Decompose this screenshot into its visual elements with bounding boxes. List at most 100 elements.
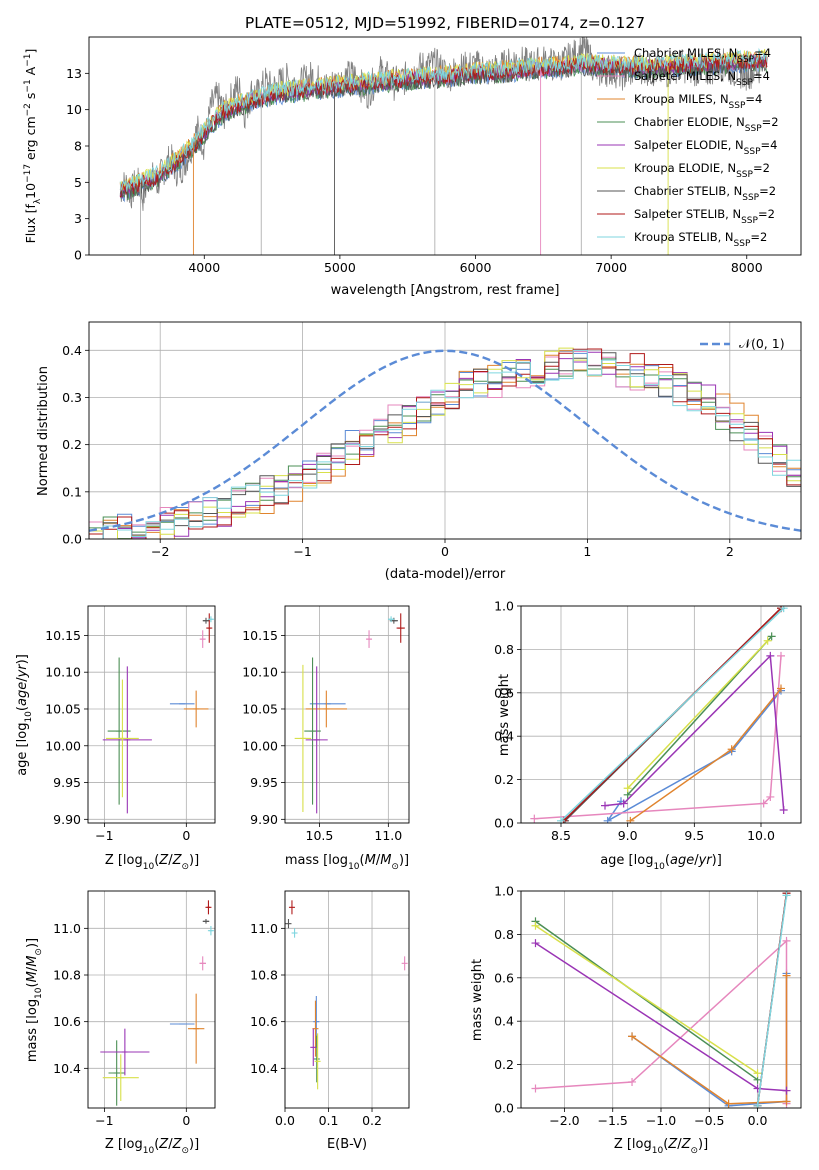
age-vs-Z-xlabel-part: ⊙ xyxy=(181,862,189,872)
mass-vs-EBV-ytick-label: 10.6 xyxy=(250,1014,278,1029)
mass-weight-vs-age-xtick-label: 9.0 xyxy=(618,828,638,843)
age-vs-Z-xlabel-part: Z [log xyxy=(105,853,143,868)
age-vs-mass-panel: 10.5 11.0 9.90 9.95 10.00 10.05 10.10 10.15 mass… xyxy=(242,605,410,872)
spectrum-xtick-label: 7000 xyxy=(595,260,627,275)
residual-hist-ytick-label: 0.4 xyxy=(62,343,82,358)
legend-label-3: Chabrier ELODIE, NSSP=2 xyxy=(634,115,779,134)
model-spectrum-line-8 xyxy=(119,47,768,192)
legend-label-4-part: SSP xyxy=(744,147,761,157)
figure-title: PLATE=0512, MJD=51992, FIBERID=0174, z=0… xyxy=(245,14,645,32)
legend-label-6: Chabrier STELIB, NSSP=2 xyxy=(634,184,776,203)
mass-vs-Z-xlabel-part: )] xyxy=(189,1137,199,1152)
spectrum-plot-area xyxy=(119,37,768,255)
mass-weight-vs-Z-xlabel-part: )] xyxy=(698,1137,708,1152)
mass-vs-Z-ylabel-part: M xyxy=(25,956,40,967)
mass-vs-EBV-xtick-label: 0.1 xyxy=(319,1113,339,1128)
age-vs-Z-xlabel-part: Z xyxy=(172,853,183,868)
age-vs-Z-xlabel: Z [log10(Z/Z⊙)] xyxy=(105,853,199,872)
spectrum-ylabel-part: −1 xyxy=(23,79,33,92)
mass-vs-EBV-xtick-label: 0.0 xyxy=(275,1113,295,1128)
age-vs-Z-ylabel-part: 10 xyxy=(24,711,34,723)
spectrum-ylabel-part: −17 xyxy=(23,164,33,183)
mass-vs-EBV-ytick-label: 11.0 xyxy=(250,921,278,936)
mass-weight-vs-age-marker-8 xyxy=(779,606,788,613)
spectrum-ylabel-part: −2 xyxy=(23,103,33,116)
residual-hist-ytick-label: 0.2 xyxy=(62,437,82,452)
spectrum-ylabel-part: 10 xyxy=(23,183,38,199)
mass-vs-Z-xlabel-part: Z xyxy=(172,1137,183,1152)
mass-weight-vs-age-series-1 xyxy=(534,655,782,820)
residual-hist-xtick-label: 2 xyxy=(726,544,734,559)
legend-label-7-part: Salpeter STELIB, N xyxy=(634,207,741,221)
age-vs-Z-xlabel-part: ( xyxy=(154,853,159,868)
mass-weight-vs-age-ytick-label: 1.0 xyxy=(494,599,514,614)
mass-vs-Z-xtick-label: 0 xyxy=(182,1113,190,1128)
model-spectrum-line-7 xyxy=(119,53,768,199)
mass-vs-Z-ylabel-part: / xyxy=(25,966,40,971)
mass-vs-Z-ytick-label: 11.0 xyxy=(53,921,81,936)
age-vs-Z-xlabel-part: 10 xyxy=(143,862,155,872)
mass-weight-vs-age-ytick-label: 0.2 xyxy=(494,772,514,787)
mass-weight-vs-age-marker-8 xyxy=(557,816,565,823)
mass-weight-vs-age-marker-5 xyxy=(763,636,772,645)
mass-weight-vs-Z-frame xyxy=(520,890,802,1109)
mass-weight-vs-age-ytick-label: 0.4 xyxy=(494,729,514,744)
mass-weight-vs-age-ylabel: mass weight xyxy=(497,674,512,756)
mass-weight-vs-Z-marker-1 xyxy=(782,936,791,945)
legend-label-5: Kroupa ELODIE, NSSP=2 xyxy=(634,161,770,180)
mass-vs-Z-xlabel-part: Z [log xyxy=(105,1137,143,1152)
mass-vs-Z-xlabel-part: Z xyxy=(158,1137,169,1152)
age-vs-mass-xtick-label: 10.5 xyxy=(306,828,334,843)
age-vs-Z-xtick-label: 0 xyxy=(182,828,190,843)
mass-weight-vs-age-xlabel-part: )] xyxy=(712,853,722,868)
mass-vs-Z-xlabel-part: / xyxy=(168,1137,173,1152)
mass-vs-Z-ylabel-part: ( xyxy=(25,982,40,987)
legend-label-0-part: SSP xyxy=(737,55,754,65)
mass-weight-vs-age-xlabel-part: yr xyxy=(698,853,714,868)
spectrum-ytick-label: 3 xyxy=(74,211,82,226)
age-vs-Z-ylabel-part: )] xyxy=(15,654,30,664)
spectrum-ylabel-part: A xyxy=(23,66,38,79)
mass-weight-vs-age-frame xyxy=(520,605,802,824)
mass-weight-vs-Z-marker-2 xyxy=(628,1032,637,1041)
mass-weight-vs-Z-ytick-label: 0.6 xyxy=(494,970,514,985)
legend-label-8-part: =2 xyxy=(750,230,767,244)
histogram-7 xyxy=(89,348,801,539)
mass-vs-Z-ylabel-part: M xyxy=(25,971,40,982)
spectrum-xtick-label: 4000 xyxy=(188,260,220,275)
age-vs-mass-ytick-label: 10.00 xyxy=(242,738,278,753)
mass-weight-vs-age-xtick-label: 10.0 xyxy=(747,828,775,843)
hist-xlabel: (data-model)/error xyxy=(385,567,506,582)
age-vs-Z-ytick-label: 10.05 xyxy=(45,701,81,716)
mass-weight-vs-age-ytick-label: 0.8 xyxy=(494,642,514,657)
mass-weight-vs-age-series-5 xyxy=(627,640,769,789)
mass-vs-Z-xlabel-part: ⊙ xyxy=(181,1146,189,1156)
residual-hist-xtick-label: 1 xyxy=(583,544,591,559)
legend-label-6-part: SSP xyxy=(742,193,759,203)
mass-weight-vs-Z-xtick-label: −1.5 xyxy=(598,1113,628,1128)
residual-hist-panel: −2 −1 0 1 2 0.0 0.1 0.2 0.3 0.4 𝒩(0, 1) (data-model… xyxy=(36,321,802,582)
residual-hist-xtick-label: −2 xyxy=(151,544,169,559)
mass-weight-vs-age-xtick-label: 9.5 xyxy=(684,828,704,843)
legend-label-0-part: =4 xyxy=(754,46,771,60)
mass-vs-Z-frame xyxy=(87,890,216,1109)
spectrum-xtick-label: 6000 xyxy=(460,260,492,275)
residual-hist-ytick-label: 0.1 xyxy=(62,484,82,499)
legend-label-5-part: =2 xyxy=(753,161,770,175)
hist-legend: 𝒩(0, 1) xyxy=(700,336,785,351)
mass-vs-Z-ylabel: mass [log10(M/M⊙)] xyxy=(25,938,44,1062)
age-vs-mass-frame xyxy=(284,605,410,824)
mass-weight-vs-age-series-4 xyxy=(604,654,785,811)
mass-weight-vs-age-marker-1 xyxy=(766,792,775,801)
mass-weight-vs-Z-xlabel-part: Z xyxy=(681,1137,692,1152)
spectrum-xtick-label: 5000 xyxy=(324,260,356,275)
mass-vs-Z-plot-area xyxy=(100,900,214,1106)
legend-label-6-part: Chabrier STELIB, N xyxy=(634,184,742,198)
spectrum-frame xyxy=(88,36,802,256)
age-vs-Z-ylabel-part: / xyxy=(15,677,30,682)
mass-weight-vs-age-series-0 xyxy=(607,690,782,822)
age-vs-mass-ytick-label: 10.15 xyxy=(242,628,278,643)
hist-ylabel: Normed distribution xyxy=(36,366,51,496)
legend-label-1-part: Salpeter MILES, N xyxy=(634,69,736,83)
